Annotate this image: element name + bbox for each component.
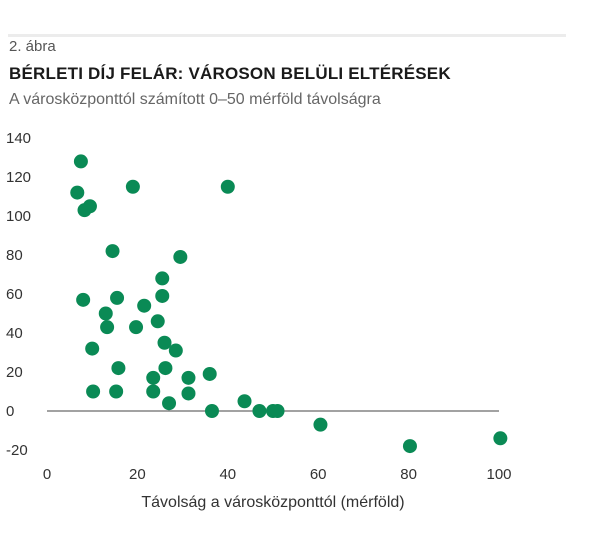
x-tick-label: 100 (486, 466, 511, 483)
y-axis-ticks: -20 0 20 40 60 80 100 120 140 (6, 130, 31, 459)
x-tick-label: 60 (310, 466, 327, 483)
data-point (155, 288, 170, 303)
data-point (158, 361, 173, 376)
data-point (313, 417, 328, 432)
x-axis-title: Távolság a városközponttól (mérföld) (141, 494, 404, 511)
data-point (111, 361, 126, 376)
data-point (98, 306, 113, 321)
y-tick-label: 20 (6, 364, 23, 381)
data-point (137, 298, 152, 313)
x-tick-label: 40 (219, 466, 236, 483)
data-point (73, 154, 88, 169)
data-point (237, 394, 252, 409)
y-tick-label: 40 (6, 325, 23, 342)
data-point (86, 384, 101, 399)
top-rule (8, 34, 566, 37)
data-points (70, 154, 508, 454)
data-point (173, 249, 188, 264)
y-tick-label: -20 (6, 442, 28, 459)
data-point (76, 292, 91, 307)
data-point (204, 404, 219, 418)
data-point (146, 370, 161, 385)
y-tick-label: 120 (6, 169, 31, 186)
y-tick-label: 0 (6, 403, 14, 420)
data-point (181, 386, 196, 401)
chart-subtitle: A városközponttól számított 0–50 mérföld… (9, 91, 381, 108)
data-point (402, 439, 417, 454)
y-tick-label: 100 (6, 208, 31, 225)
data-point (85, 341, 100, 356)
data-point (157, 335, 172, 350)
y-tick-label: 60 (6, 286, 23, 303)
y-tick-label: 80 (6, 247, 23, 264)
figure-label: 2. ábra (9, 38, 56, 55)
y-tick-label: 140 (6, 130, 31, 147)
data-point (110, 290, 125, 305)
data-point (150, 314, 165, 329)
x-axis-ticks: 0 20 40 60 80 100 (43, 466, 512, 483)
data-point (181, 370, 196, 385)
data-point (105, 244, 120, 259)
x-tick-label: 80 (400, 466, 417, 483)
data-point (155, 271, 170, 286)
data-point (252, 404, 267, 418)
data-point (100, 320, 115, 335)
data-point (125, 179, 140, 194)
data-point (493, 431, 508, 446)
x-tick-label: 0 (43, 466, 51, 483)
data-point (162, 396, 177, 411)
data-point (168, 343, 183, 358)
data-point (77, 203, 92, 218)
data-point (146, 384, 161, 399)
data-point (270, 404, 285, 418)
data-point (220, 179, 235, 194)
data-point (70, 185, 85, 200)
x-tick-label: 20 (129, 466, 146, 483)
data-point (202, 366, 217, 381)
data-point (129, 320, 144, 335)
chart-title: BÉRLETI DÍJ FELÁR: VÁROSON BELÜLI ELTÉRÉ… (9, 64, 451, 83)
data-point (109, 384, 124, 399)
